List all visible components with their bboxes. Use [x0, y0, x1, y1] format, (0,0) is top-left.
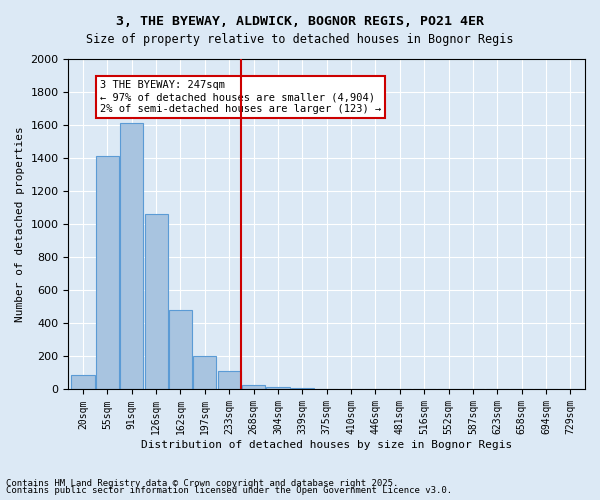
Bar [315, 389, 338, 390]
Bar [71, 374, 95, 390]
Bar [291, 388, 314, 390]
Text: 3 THE BYEWAY: 247sqm
← 97% of detached houses are smaller (4,904)
2% of semi-det: 3 THE BYEWAY: 247sqm ← 97% of detached h… [100, 80, 382, 114]
Bar [120, 124, 143, 390]
Text: Contains public sector information licensed under the Open Government Licence v3: Contains public sector information licen… [6, 486, 452, 495]
Bar [193, 356, 217, 390]
Bar [266, 387, 290, 390]
Text: Size of property relative to detached houses in Bognor Regis: Size of property relative to detached ho… [86, 32, 514, 46]
X-axis label: Distribution of detached houses by size in Bognor Regis: Distribution of detached houses by size … [141, 440, 512, 450]
Bar [96, 156, 119, 390]
Y-axis label: Number of detached properties: Number of detached properties [15, 126, 25, 322]
Bar [242, 384, 265, 390]
Bar [218, 372, 241, 390]
Bar [145, 214, 168, 390]
Text: Contains HM Land Registry data © Crown copyright and database right 2025.: Contains HM Land Registry data © Crown c… [6, 478, 398, 488]
Bar [169, 310, 192, 390]
Text: 3, THE BYEWAY, ALDWICK, BOGNOR REGIS, PO21 4ER: 3, THE BYEWAY, ALDWICK, BOGNOR REGIS, PO… [116, 15, 484, 28]
